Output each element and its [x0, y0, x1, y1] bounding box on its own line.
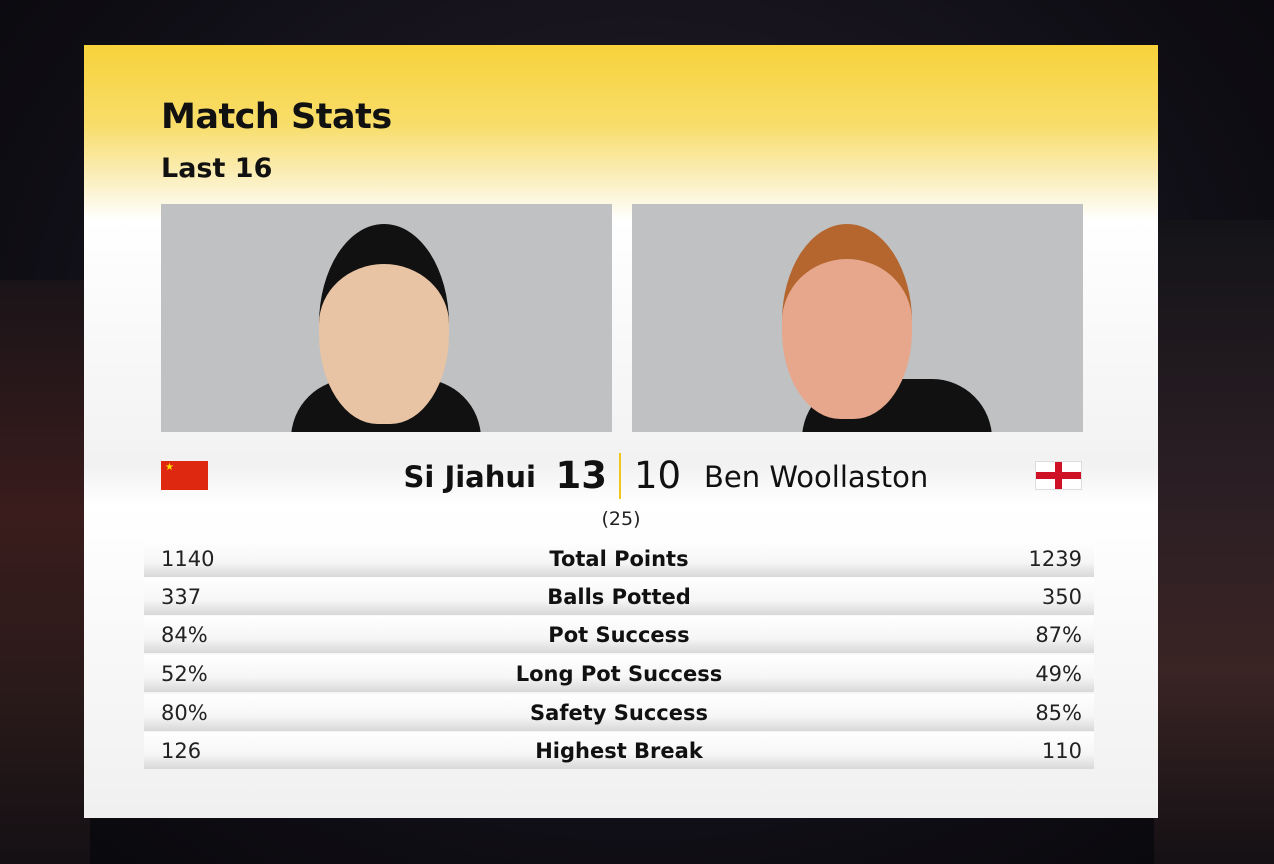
stat-right-value: 87%	[1035, 623, 1082, 647]
stat-row-balls-potted: 337 Balls Potted 350	[144, 578, 1094, 615]
stat-label: Safety Success	[530, 701, 708, 725]
player-2-photo	[632, 204, 1083, 432]
player-2-score: 10	[634, 454, 682, 497]
stat-left-value: 337	[161, 585, 202, 609]
player-2-name: Ben Woollaston	[704, 460, 929, 494]
player-1-head	[319, 224, 449, 424]
stat-left-value: 126	[161, 739, 202, 763]
stat-right-value: 110	[1041, 739, 1082, 763]
stat-right-value: 350	[1041, 585, 1082, 609]
match-stats-panel: Match Stats Last 16 ★ Si Jiahui 13 10 Be…	[84, 45, 1158, 818]
stat-label: Total Points	[549, 547, 689, 571]
stat-row-highest-break: 126 Highest Break 110	[144, 732, 1094, 769]
england-flag-icon	[1035, 461, 1082, 490]
stat-row-total-points: 1140 Total Points 1239	[144, 540, 1094, 577]
frames-total: (25)	[601, 508, 641, 530]
stat-row-pot-success: 84% Pot Success 87%	[144, 616, 1094, 653]
stat-left-value: 84%	[161, 623, 208, 647]
stat-right-value: 85%	[1035, 701, 1082, 725]
background-crowd-right	[1154, 220, 1274, 864]
stat-left-value: 1140	[161, 547, 215, 571]
player-1-photo	[161, 204, 612, 432]
background-crowd-left	[0, 280, 90, 864]
stat-label: Long Pot Success	[515, 662, 723, 686]
player-2-head	[782, 224, 912, 419]
china-flag-icon: ★	[161, 461, 208, 490]
stat-right-value: 49%	[1035, 662, 1082, 686]
stat-left-value: 80%	[161, 701, 208, 725]
stat-label: Pot Success	[548, 623, 690, 647]
player-1-score: 13	[555, 454, 608, 497]
stat-right-value: 1239	[1028, 547, 1082, 571]
page-title: Match Stats	[161, 97, 392, 137]
score-divider	[619, 453, 621, 499]
round-subtitle: Last 16	[161, 153, 273, 184]
stat-row-long-pot-success: 52% Long Pot Success 49%	[144, 655, 1094, 692]
stat-label: Highest Break	[535, 739, 703, 763]
stat-left-value: 52%	[161, 662, 208, 686]
player-1-name: Si Jiahui	[403, 460, 536, 494]
stat-row-safety-success: 80% Safety Success 85%	[144, 694, 1094, 731]
scoreline: Si Jiahui 13 10 Ben Woollaston	[84, 450, 1158, 500]
stat-label: Balls Potted	[547, 585, 691, 609]
